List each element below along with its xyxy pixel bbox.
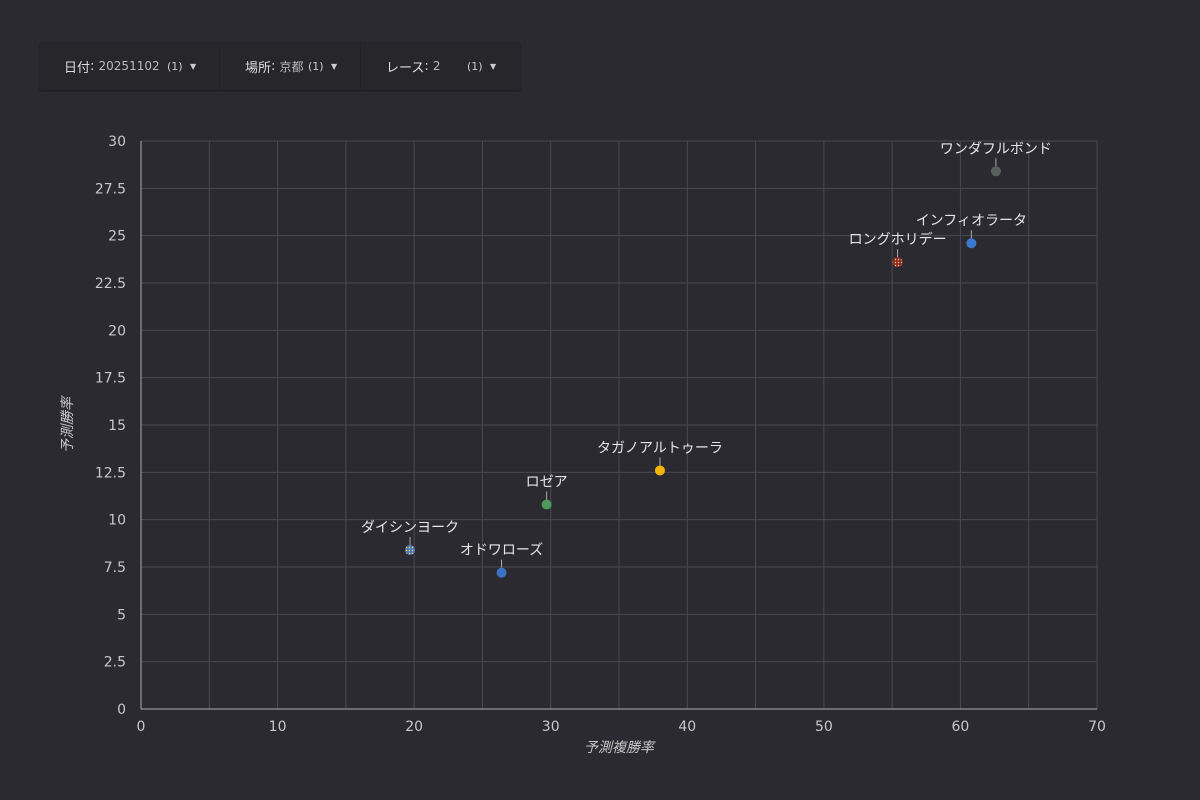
place-filter[interactable]: 場所: 京都 (1) ▼ [220,42,361,90]
y-tick-label: 30 [108,134,126,150]
x-tick-label: 40 [678,719,696,735]
x-tick-label: 10 [269,719,287,735]
data-point[interactable] [541,499,552,510]
point-label: ワンダフルボンド [940,141,1052,157]
place-filter-value: 京都 [279,59,304,74]
x-axis-label: 予測複勝率 [584,740,656,756]
point-label: オドワローズ [460,543,543,559]
y-tick-label: 17.5 [95,371,126,387]
y-tick-label: 2.5 [104,655,126,671]
point-label: インフィオラータ [916,213,1027,229]
point-label: ロゼア [526,475,568,491]
x-tick-label: 60 [952,719,970,735]
race-filter[interactable]: レース: 2 (1) ▼ [361,42,520,90]
place-filter-count: (1) [308,59,324,73]
point-label: タガノアルトゥーラ [597,440,723,456]
race-filter-value: 2 [432,59,441,73]
y-tick-label: 7.5 [104,560,126,576]
y-tick-label: 0 [117,702,126,718]
y-tick-label: 15 [108,418,126,434]
date-filter-label: 日付 [64,60,91,76]
data-point[interactable] [654,465,665,476]
data-point-pattern [405,544,416,555]
y-tick-label: 10 [108,513,126,529]
data-point[interactable] [990,166,1001,177]
y-tick-label: 12.5 [95,465,126,481]
chevron-down-icon: ▼ [190,61,197,71]
race-filter-label: レース [386,60,425,76]
y-tick-label: 20 [108,323,126,339]
race-filter-count: (1) [467,59,483,73]
point-label: ロングホリデー [849,231,947,248]
x-tick-label: 0 [137,719,146,735]
date-filter-value: 20251102 [98,59,160,73]
x-tick-label: 20 [405,719,423,735]
y-tick-label: 27.5 [95,181,126,197]
colon: : [424,58,433,74]
data-point[interactable] [966,238,977,249]
chevron-down-icon: ▼ [331,61,338,71]
data-point[interactable] [496,567,507,578]
date-filter[interactable]: 日付: 20251102 (1) ▼ [40,42,220,90]
place-filter-label: 場所 [245,60,272,76]
filter-bar: 日付: 20251102 (1) ▼ 場所: 京都 (1) ▼ レース: 2 (… [40,42,520,90]
x-tick-label: 30 [542,719,560,735]
x-tick-label: 70 [1088,719,1106,735]
y-tick-label: 25 [108,229,126,245]
date-filter-count: (1) [167,59,183,73]
point-label: ダイシンヨーク [361,520,459,536]
chevron-down-icon: ▼ [490,61,497,71]
colon: : [90,58,99,74]
x-tick-label: 50 [815,719,833,735]
y-tick-label: 22.5 [95,276,126,292]
y-tick-label: 5 [117,607,126,623]
y-axis-label: 予測勝率 [60,395,76,453]
colon: : [271,58,280,74]
data-point-pattern [892,257,903,268]
